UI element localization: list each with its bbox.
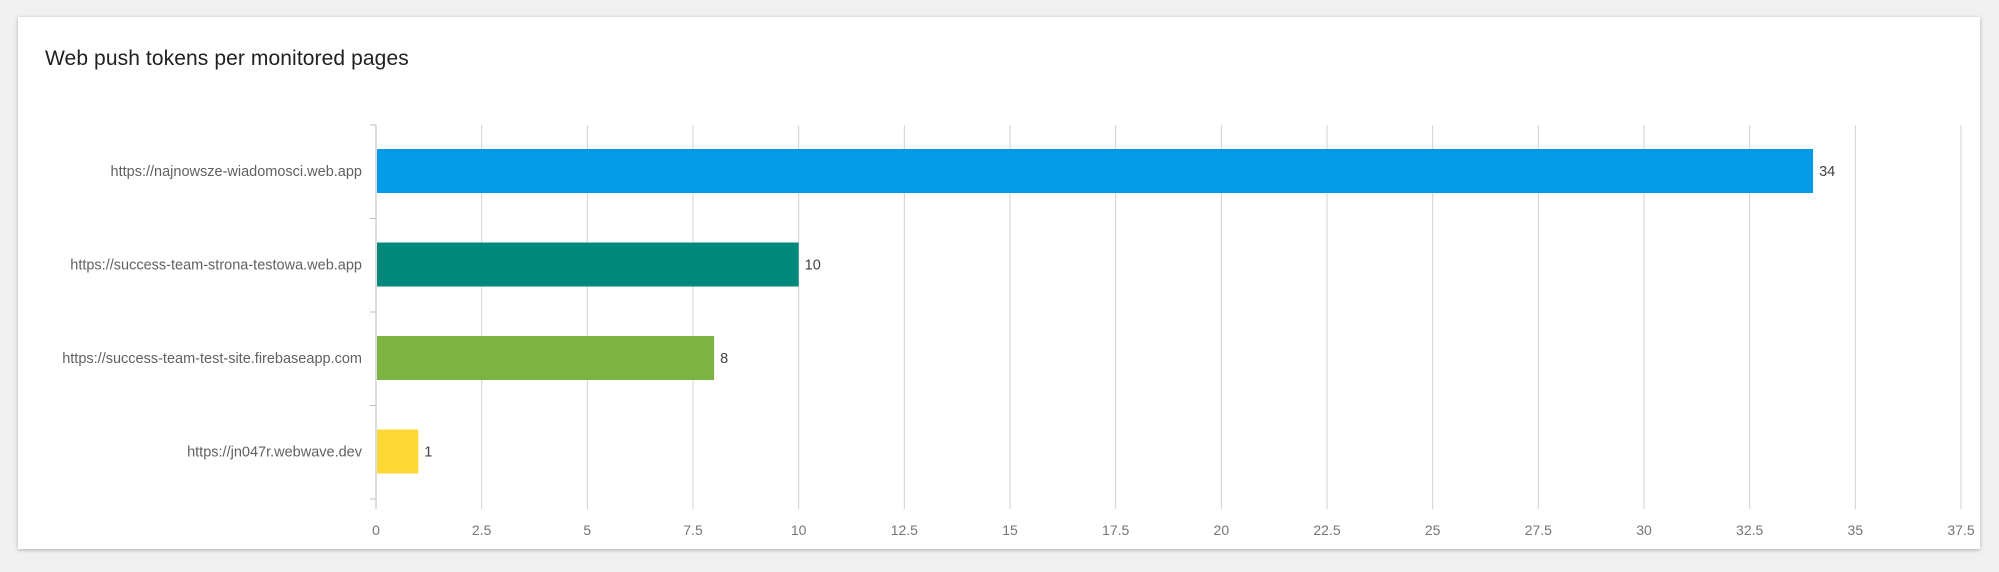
bar-chart: 0 2.5 5 7.5 10 12.5 15 17.5 20 22.5 25 27.5 30 32.5 35… — [62, 124, 1975, 538]
data-label: 1 — [424, 445, 432, 461]
x-tick-label: 32.5 — [1736, 522, 1763, 538]
x-tick-label: 2.5 — [472, 522, 492, 538]
x-tick-label: 25 — [1425, 522, 1441, 538]
x-tick-label: 7.5 — [683, 522, 703, 538]
x-tick-label: 10 — [791, 522, 807, 538]
category-label: https://jn047r.webwave.dev — [187, 445, 363, 461]
x-tick-label: 0 — [372, 522, 380, 538]
x-tick-label: 35 — [1848, 522, 1864, 538]
data-label: 8 — [720, 351, 728, 367]
category-label: https://najnowsze-wiadomosci.web.app — [111, 164, 362, 180]
bar — [377, 429, 419, 474]
bar — [377, 149, 1814, 193]
chart-title: Web push tokens per monitored pages — [45, 47, 409, 70]
x-tick-label: 5 — [583, 522, 591, 538]
x-tick-label: 12.5 — [891, 522, 918, 538]
category-label: https://success-team-strona-testowa.web.… — [70, 258, 362, 274]
x-tick-label: 27.5 — [1525, 522, 1552, 538]
bar — [377, 242, 799, 287]
data-label: 34 — [1819, 164, 1835, 180]
x-tick-label: 30 — [1636, 522, 1652, 538]
bar — [377, 336, 715, 380]
x-tick-label: 20 — [1214, 522, 1230, 538]
chart-card: Web push tokens per monitored pages 0 2.5… — [18, 17, 1980, 549]
category-label: https://success-team-test-site.firebasea… — [62, 351, 362, 367]
x-tick-label: 22.5 — [1313, 522, 1340, 538]
data-label: 10 — [805, 258, 821, 274]
x-tick-label: 17.5 — [1102, 522, 1129, 538]
x-tick-label: 15 — [1002, 522, 1018, 538]
x-tick-label: 37.5 — [1947, 522, 1974, 538]
